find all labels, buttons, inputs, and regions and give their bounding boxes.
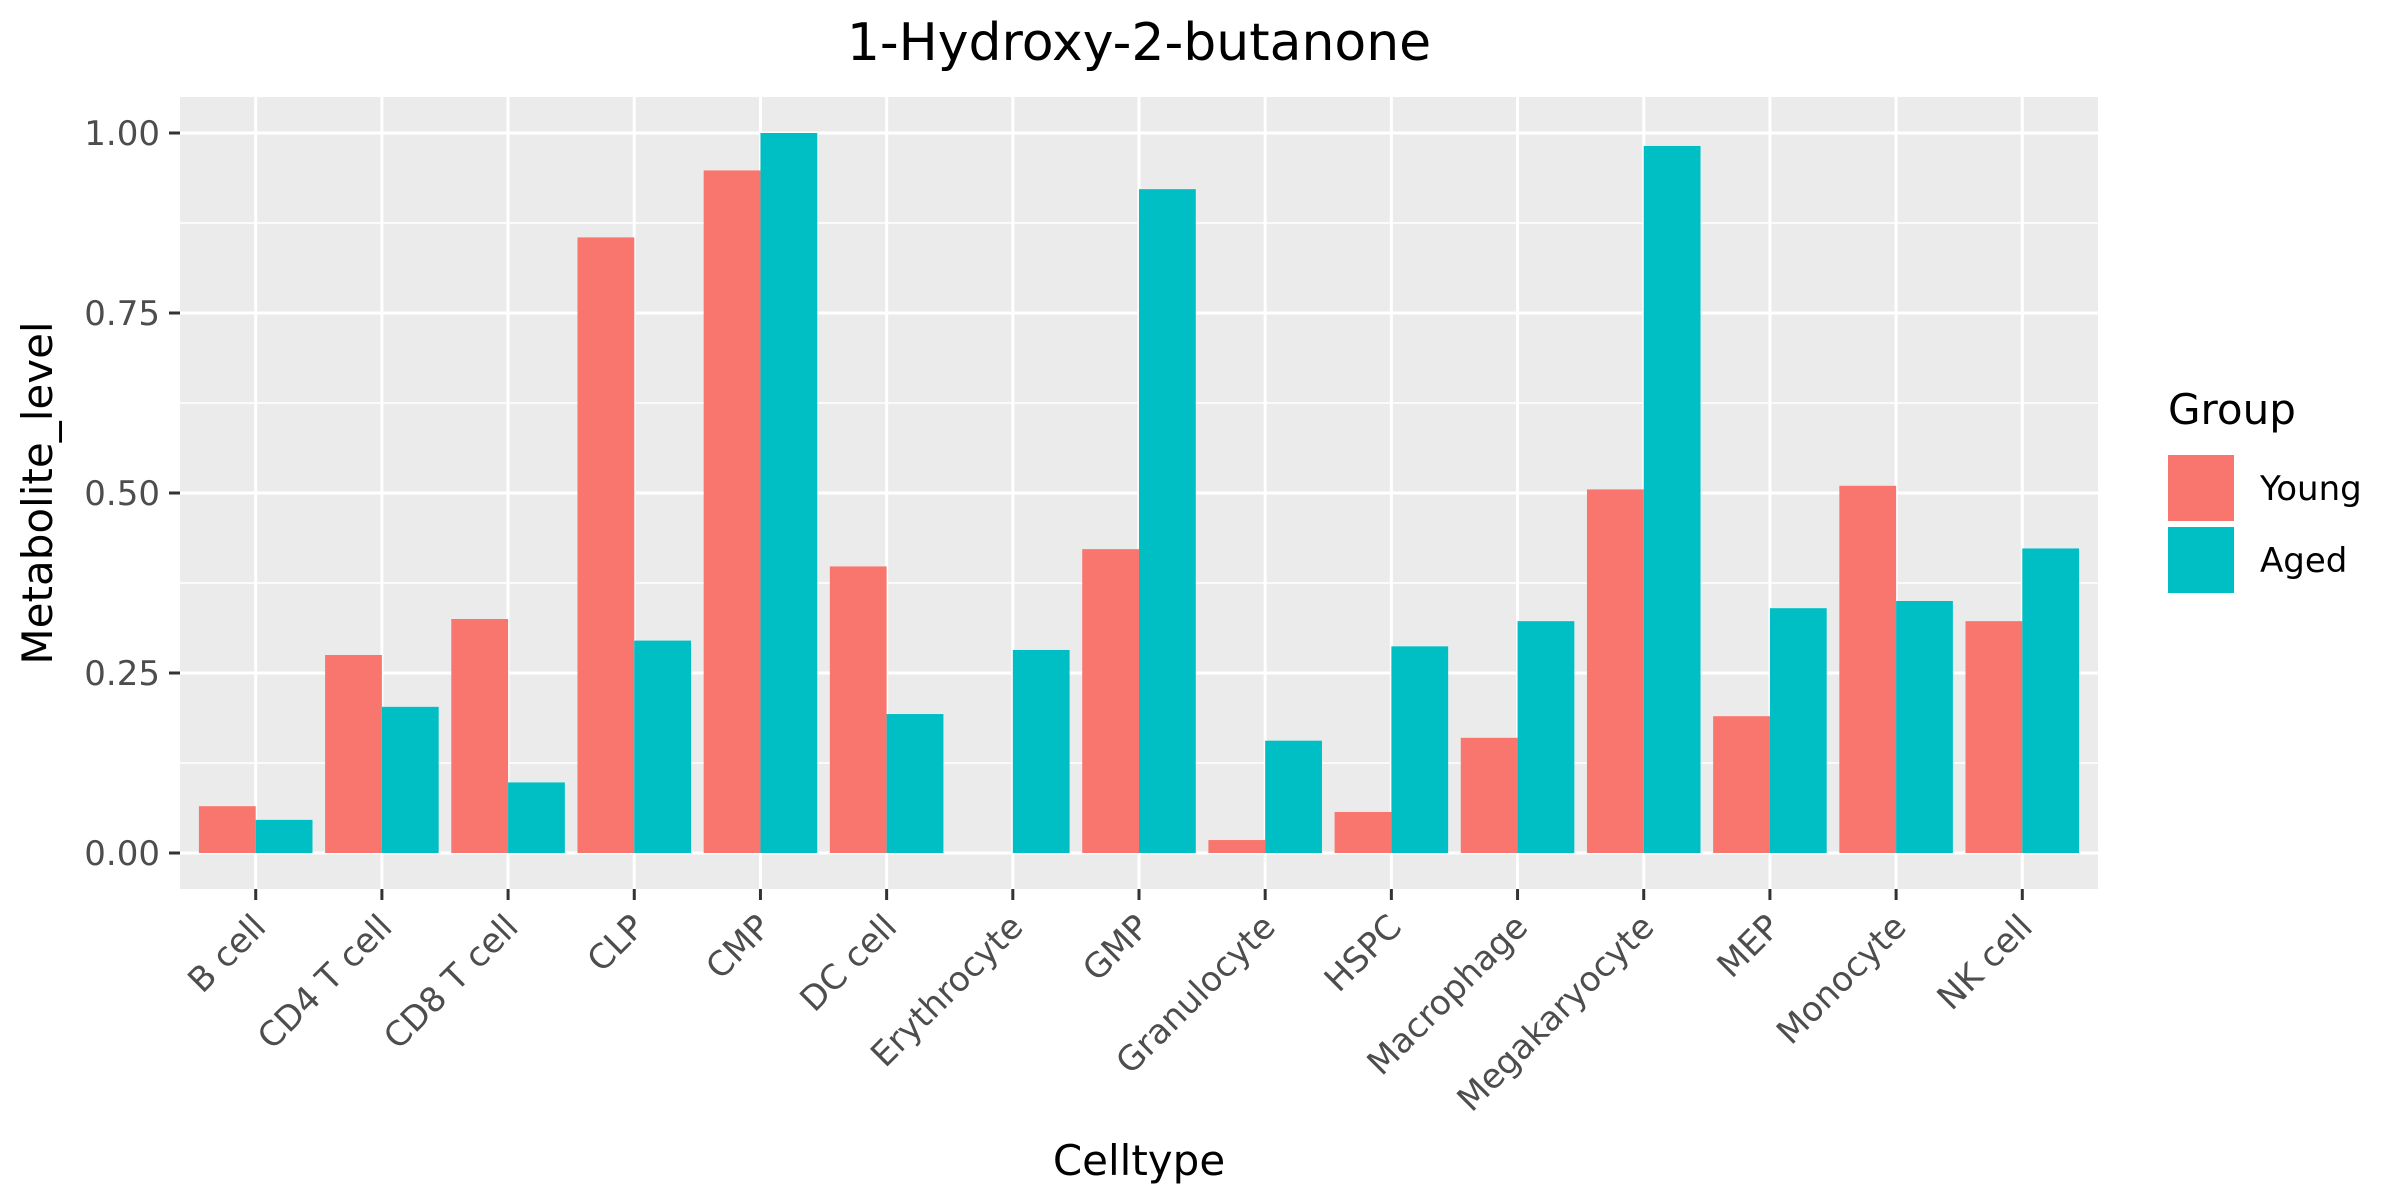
bar-aged-cmp xyxy=(760,133,818,853)
bar-aged-cd4-t-cell xyxy=(381,706,439,853)
bar-aged-hspc xyxy=(1391,646,1449,853)
bar-aged-granulocyte xyxy=(1265,740,1322,853)
legend-key-young xyxy=(2168,455,2234,521)
bar-young-nk-cell xyxy=(1965,621,2023,853)
bar-aged-mep xyxy=(1769,608,1827,853)
x-tick-label: HSPC xyxy=(1317,907,1410,1000)
bar-young-hspc xyxy=(1334,811,1392,853)
x-tick-label: Monocyte xyxy=(1769,907,1914,1052)
y-tick-label: 0.25 xyxy=(84,654,160,694)
x-tick-label: CMP xyxy=(698,907,778,987)
bar-aged-megakaryocyte xyxy=(1643,145,1701,853)
bar-young-macrophage xyxy=(1460,737,1518,853)
bars xyxy=(198,133,2080,853)
y-tick-label: 0.50 xyxy=(84,474,160,514)
bar-aged-monocyte xyxy=(1896,601,1953,853)
legend-label-young: Young xyxy=(2259,469,2362,509)
y-tick-label: 1.00 xyxy=(84,114,160,154)
x-axis-label: Celltype xyxy=(1053,1136,1225,1185)
bar-aged-macrophage xyxy=(1517,621,1575,853)
x-tick-label: GMP xyxy=(1075,907,1157,989)
bar-aged-b-cell xyxy=(255,819,313,853)
legend-label-aged: Aged xyxy=(2260,541,2347,581)
y-tick-label: 0.00 xyxy=(84,834,160,874)
y-tick-label: 0.75 xyxy=(84,294,160,334)
x-tick-label: CD8 T cell xyxy=(376,907,526,1057)
bar-young-cd4-t-cell xyxy=(325,655,382,853)
bar-young-gmp xyxy=(1082,549,1139,853)
bar-aged-cd8-t-cell xyxy=(508,782,565,853)
bar-young-monocyte xyxy=(1839,485,1897,853)
bar-aged-nk-cell xyxy=(2022,548,2080,853)
bar-young-megakaryocyte xyxy=(1586,489,1644,853)
x-tick-label: DC cell xyxy=(792,907,905,1020)
x-tick-label: NK cell xyxy=(1930,907,2041,1018)
y-axis-label: Metabolite_level xyxy=(13,321,62,664)
legend-title: Group xyxy=(2168,385,2296,434)
bar-young-clp xyxy=(577,237,635,853)
legend: Group Young Aged xyxy=(2168,385,2362,593)
x-tick-label: MEP xyxy=(1710,907,1789,986)
bar-aged-dc-cell xyxy=(886,714,944,853)
x-tick-label: CD4 T cell xyxy=(250,907,400,1057)
bar-young-mep xyxy=(1713,716,1770,853)
bar-aged-erythrocyte xyxy=(1012,649,1070,853)
bar-aged-gmp xyxy=(1139,189,1196,853)
bar-young-cmp xyxy=(703,170,761,853)
bar-young-cd8-t-cell xyxy=(451,619,509,853)
bar-aged-clp xyxy=(634,640,692,853)
chart-title: 1-Hydroxy-2-butanone xyxy=(847,13,1431,73)
x-tick-label: CLP xyxy=(580,907,653,980)
x-tick-label: B cell xyxy=(180,907,274,1001)
legend-key-aged xyxy=(2168,527,2234,593)
bar-young-granulocyte xyxy=(1208,840,1266,853)
bar-young-dc-cell xyxy=(829,566,887,853)
bar-young-b-cell xyxy=(198,806,256,853)
